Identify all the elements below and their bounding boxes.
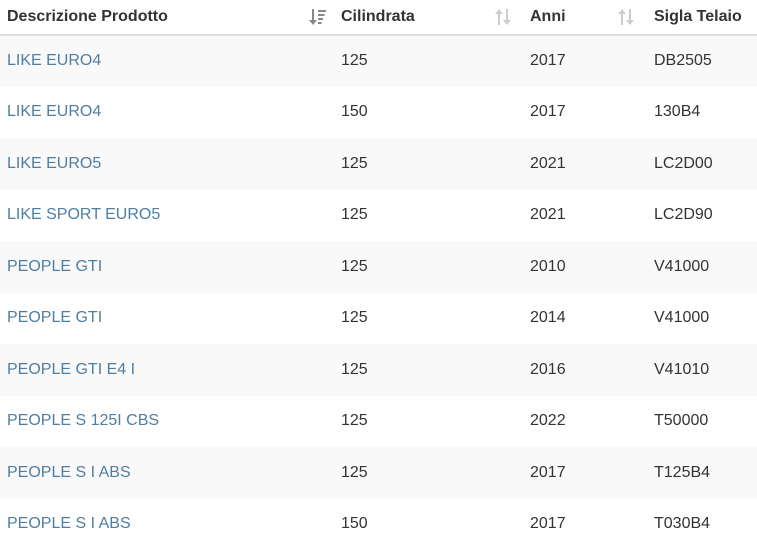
cell-cilindrata: 150 [334, 499, 523, 550]
cell-cilindrata: 150 [334, 87, 523, 139]
table-row: LIKE EURO4 125 2017 DB2505 [0, 35, 757, 87]
cell-product: PEOPLE S 125I CBS [0, 396, 334, 448]
cell-anni: 2022 [523, 396, 647, 448]
cell-anni: 2017 [523, 87, 647, 139]
table-row: LIKE EURO4 150 2017 130B4 [0, 87, 757, 139]
product-link[interactable]: LIKE SPORT EURO5 [7, 206, 160, 223]
product-link[interactable]: PEOPLE GTI [7, 258, 102, 275]
product-link[interactable]: PEOPLE GTI [7, 309, 102, 326]
cell-sigla-telaio: LC2D00 [647, 138, 757, 190]
cell-product: PEOPLE S I ABS [0, 447, 334, 499]
cell-sigla-telaio: LC2D90 [647, 190, 757, 242]
cell-product: LIKE EURO5 [0, 138, 334, 190]
table-body: LIKE EURO4 125 2017 DB2505 LIKE EURO4 15… [0, 35, 757, 550]
table-row: PEOPLE GTI 125 2010 V41000 [0, 241, 757, 293]
product-link[interactable]: PEOPLE S I ABS [7, 515, 131, 532]
header-descrizione-prodotto[interactable]: Descrizione Prodotto [0, 0, 334, 35]
cell-product: PEOPLE GTI [0, 241, 334, 293]
table-row: PEOPLE S I ABS 125 2017 T125B4 [0, 447, 757, 499]
cell-anni: 2017 [523, 447, 647, 499]
cell-cilindrata: 125 [334, 241, 523, 293]
header-anni[interactable]: Anni [523, 0, 647, 35]
cell-cilindrata: 125 [334, 35, 523, 87]
cell-product: PEOPLE S I ABS [0, 499, 334, 550]
cell-sigla-telaio: V41000 [647, 293, 757, 345]
cell-product: PEOPLE GTI E4 I [0, 344, 334, 396]
product-link[interactable]: LIKE EURO4 [7, 103, 101, 120]
cell-anni: 2016 [523, 344, 647, 396]
cell-sigla-telaio: V41000 [647, 241, 757, 293]
cell-cilindrata: 125 [334, 344, 523, 396]
cell-sigla-telaio: T50000 [647, 396, 757, 448]
table-row: PEOPLE S I ABS 150 2017 T030B4 [0, 499, 757, 550]
cell-cilindrata: 125 [334, 293, 523, 345]
cell-anni: 2021 [523, 138, 647, 190]
cell-product: LIKE EURO4 [0, 35, 334, 87]
sort-both-icon[interactable] [494, 7, 512, 27]
header-cilindrata[interactable]: Cilindrata [334, 0, 523, 35]
cell-product: PEOPLE GTI [0, 293, 334, 345]
cell-cilindrata: 125 [334, 190, 523, 242]
product-link[interactable]: LIKE EURO4 [7, 52, 101, 69]
cell-sigla-telaio: DB2505 [647, 35, 757, 87]
cell-anni: 2014 [523, 293, 647, 345]
header-label: Anni [530, 8, 566, 25]
table-row: PEOPLE GTI 125 2014 V41000 [0, 293, 757, 345]
table-row: LIKE SPORT EURO5 125 2021 LC2D90 [0, 190, 757, 242]
cell-anni: 2021 [523, 190, 647, 242]
product-link[interactable]: PEOPLE S I ABS [7, 464, 131, 481]
cell-anni: 2010 [523, 241, 647, 293]
cell-cilindrata: 125 [334, 396, 523, 448]
cell-cilindrata: 125 [334, 138, 523, 190]
table-row: PEOPLE S 125I CBS 125 2022 T50000 [0, 396, 757, 448]
table-row: PEOPLE GTI E4 I 125 2016 V41010 [0, 344, 757, 396]
header-label: Descrizione Prodotto [7, 8, 168, 25]
cell-cilindrata: 125 [334, 447, 523, 499]
header-row: Descrizione Prodotto Cilindrata [0, 0, 757, 35]
product-link[interactable]: PEOPLE GTI E4 I [7, 361, 135, 378]
cell-anni: 2017 [523, 499, 647, 550]
cell-product: LIKE SPORT EURO5 [0, 190, 334, 242]
header-label: Cilindrata [341, 8, 415, 25]
cell-sigla-telaio: T125B4 [647, 447, 757, 499]
sort-both-icon[interactable] [617, 7, 635, 27]
product-link[interactable]: PEOPLE S 125I CBS [7, 412, 159, 429]
cell-sigla-telaio: V41010 [647, 344, 757, 396]
table-header: Descrizione Prodotto Cilindrata [0, 0, 757, 35]
cell-product: LIKE EURO4 [0, 87, 334, 139]
cell-sigla-telaio: 130B4 [647, 87, 757, 139]
table-row: LIKE EURO5 125 2021 LC2D00 [0, 138, 757, 190]
product-link[interactable]: LIKE EURO5 [7, 155, 101, 172]
cell-sigla-telaio: T030B4 [647, 499, 757, 550]
header-label: Sigla Telaio [654, 8, 742, 25]
header-sigla-telaio[interactable]: Sigla Telaio [647, 0, 757, 35]
cell-anni: 2017 [523, 35, 647, 87]
sort-amount-asc-icon[interactable] [309, 7, 327, 27]
